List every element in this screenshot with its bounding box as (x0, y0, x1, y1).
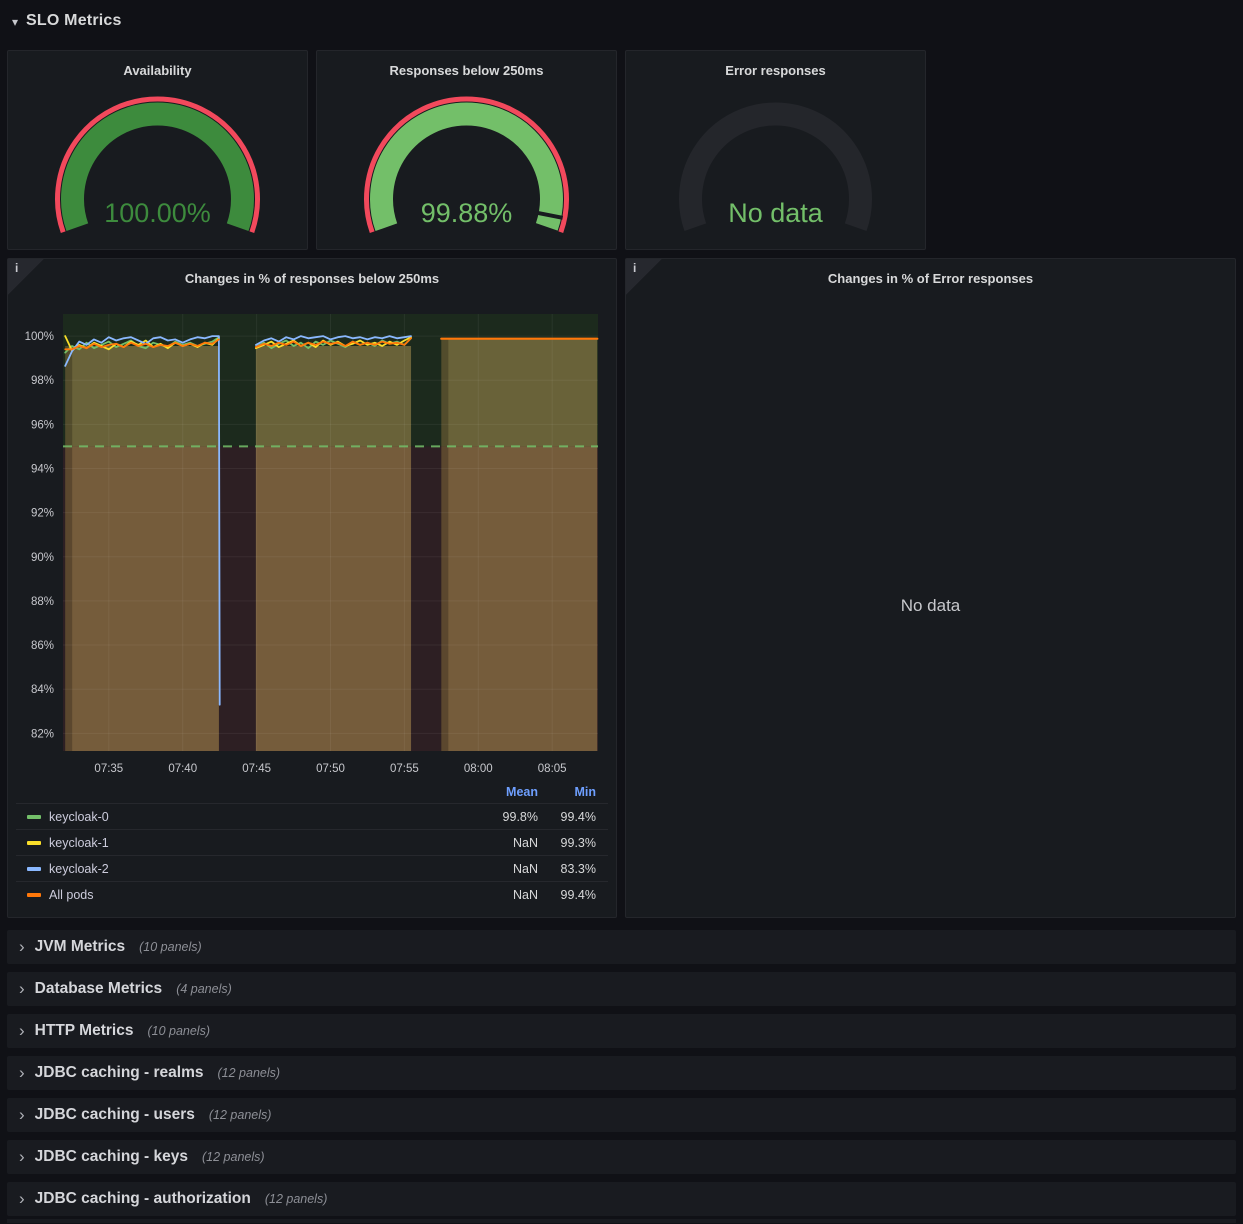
series-mean: NaN (468, 836, 538, 850)
svg-text:08:00: 08:00 (464, 763, 493, 775)
section-row-jdbc-caching-users[interactable]: › JDBC caching - users (12 panels) (7, 1098, 1236, 1132)
panel-title[interactable]: Changes in % of Error responses (634, 267, 1227, 291)
series-min: 99.4% (538, 810, 596, 824)
svg-text:98%: 98% (31, 375, 54, 387)
series-color-marker (27, 841, 41, 845)
gauge: No data (626, 83, 925, 245)
gauge: 99.88% (317, 83, 616, 245)
series-min: 99.3% (538, 836, 596, 850)
gauge: 100.00% (8, 83, 307, 245)
info-icon[interactable]: i (626, 259, 662, 295)
section-row-jdbc-caching-realms[interactable]: › JDBC caching - realms (12 panels) (7, 1056, 1236, 1090)
series-color-marker (27, 815, 41, 819)
chevron-right-icon: › (19, 980, 25, 997)
chevron-right-icon: › (19, 1022, 25, 1039)
section-row-jvm-metrics[interactable]: › JVM Metrics (10 panels) (7, 930, 1236, 964)
section-row-slo-metrics[interactable]: ▾ SLO Metrics (12, 12, 122, 30)
svg-text:07:40: 07:40 (168, 763, 197, 775)
dashboard-page: ▾ SLO Metrics Availability 100.00% Respons… (0, 0, 1243, 1223)
gauge-title[interactable]: Error responses (626, 59, 925, 83)
section-title: JVM Metrics (35, 938, 125, 956)
svg-text:100%: 100% (25, 331, 54, 343)
svg-text:07:50: 07:50 (316, 763, 345, 775)
series-label[interactable]: keycloak-0 (49, 810, 468, 824)
gauge-value: 100.00% (104, 198, 211, 228)
svg-text:07:35: 07:35 (94, 763, 123, 775)
series-mean: 99.8% (468, 810, 538, 824)
series-mean: NaN (468, 888, 538, 902)
section-row-http-metrics[interactable]: › HTTP Metrics (10 panels) (7, 1014, 1236, 1048)
panel-count: (4 panels) (176, 982, 232, 996)
panel-responses-below-250ms: i Changes in % of responses below 250ms … (7, 258, 617, 918)
section-title: SLO Metrics (26, 12, 122, 30)
section-title: JDBC caching - authorization (35, 1190, 251, 1208)
panel-count: (12 panels) (265, 1192, 328, 1206)
panel-title[interactable]: Changes in % of responses below 250ms (16, 267, 608, 291)
gauge-title[interactable]: Responses below 250ms (317, 59, 616, 83)
svg-text:96%: 96% (31, 419, 54, 431)
legend-row: keycloak-099.8%99.4% (16, 803, 608, 829)
svg-text:88%: 88% (31, 596, 54, 608)
legend-row: All podsNaN99.4% (16, 881, 608, 907)
series-label[interactable]: keycloak-1 (49, 836, 468, 850)
panel-count: (12 panels) (218, 1066, 281, 1080)
chevron-right-icon: › (19, 1148, 25, 1165)
svg-text:92%: 92% (31, 508, 54, 520)
section-title: JDBC caching - realms (35, 1064, 204, 1082)
chevron-down-icon: ▾ (12, 16, 18, 28)
svg-text:90%: 90% (31, 552, 54, 564)
gauge-value: No data (728, 198, 824, 228)
section-row-database-metrics[interactable]: › Database Metrics (4 panels) (7, 972, 1236, 1006)
panel-count: (10 panels) (147, 1024, 210, 1038)
svg-text:86%: 86% (31, 640, 54, 652)
series-mean: NaN (468, 862, 538, 876)
series-color-marker (27, 867, 41, 871)
series-color-marker (27, 893, 41, 897)
chevron-right-icon: › (19, 1190, 25, 1207)
panel-count: (12 panels) (209, 1108, 272, 1122)
section-title: JDBC caching - users (35, 1106, 195, 1124)
legend-row: keycloak-1NaN99.3% (16, 829, 608, 855)
section-title: HTTP Metrics (35, 1022, 134, 1040)
gauge-panel-availability: Availability 100.00% (7, 50, 308, 250)
legend-sort-mean[interactable]: Mean (468, 785, 538, 799)
panel-count: (12 panels) (202, 1150, 265, 1164)
gauge-title[interactable]: Availability (8, 59, 307, 83)
info-icon[interactable]: i (8, 259, 44, 295)
timeseries-plot[interactable]: 100% 98% 96% 94% 92% 90% 88% 86% 84% 82% 07:35 07:4… (16, 303, 608, 775)
gauge-value: 99.88% (421, 198, 513, 228)
series-label[interactable]: keycloak-2 (49, 862, 468, 876)
next-row-sliver[interactable] (7, 1219, 1236, 1223)
series-label[interactable]: All pods (49, 888, 468, 902)
legend-sort-min[interactable]: Min (538, 785, 596, 799)
svg-text:82%: 82% (31, 728, 54, 740)
svg-text:08:05: 08:05 (538, 763, 567, 775)
section-row-jdbc-caching-keys[interactable]: › JDBC caching - keys (12 panels) (7, 1140, 1236, 1174)
legend-table: MeanMinkeycloak-099.8%99.4%keycloak-1NaN… (16, 781, 608, 907)
chevron-right-icon: › (19, 1106, 25, 1123)
panel-count: (10 panels) (139, 940, 202, 954)
gauge-panel-responses-below-250ms: Responses below 250ms 99.88% (316, 50, 617, 250)
legend-row: keycloak-2NaN83.3% (16, 855, 608, 881)
svg-text:84%: 84% (31, 684, 54, 696)
gauge-panel-error-responses: Error responses No data (625, 50, 926, 250)
series-min: 83.3% (538, 862, 596, 876)
section-title: JDBC caching - keys (35, 1148, 188, 1166)
chevron-right-icon: › (19, 1064, 25, 1081)
section-row-jdbc-caching-authorization[interactable]: › JDBC caching - authorization (12 panels) (7, 1182, 1236, 1216)
collapsed-sections: › JVM Metrics (10 panels) › Database Metrics… (7, 930, 1236, 1224)
series-min: 99.4% (538, 888, 596, 902)
no-data-label: No data (634, 303, 1227, 909)
svg-text:07:55: 07:55 (390, 763, 419, 775)
section-title: Database Metrics (35, 980, 163, 998)
svg-text:94%: 94% (31, 463, 54, 475)
svg-text:07:45: 07:45 (242, 763, 271, 775)
panel-error-responses: i Changes in % of Error responses No dat… (625, 258, 1236, 918)
chevron-right-icon: › (19, 938, 25, 955)
